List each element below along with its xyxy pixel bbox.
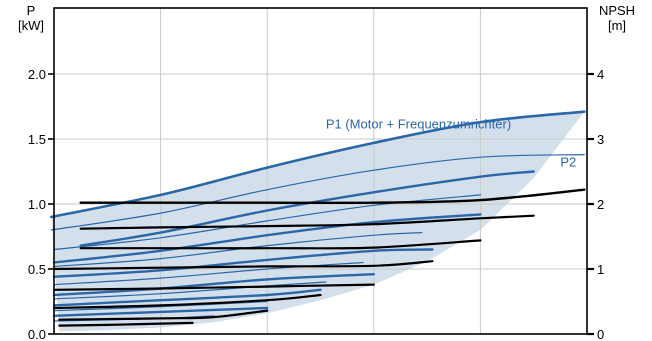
right-tick-label-2: 2 bbox=[597, 197, 604, 212]
series-line-npsh-18 bbox=[52, 283, 375, 291]
series-line-p1-6 bbox=[52, 306, 269, 317]
confidence-band bbox=[51, 111, 585, 332]
right-tick-label-4: 4 bbox=[597, 67, 604, 82]
series-line-npsh-15 bbox=[79, 214, 535, 230]
series-line-npsh-17 bbox=[52, 260, 434, 271]
right-tick-label-0: 0 bbox=[597, 327, 604, 341]
p1-annotation: P1 (Motor + Frequenzumrichter) bbox=[326, 117, 511, 132]
right-axis-ticks: 0 1 2 3 4 bbox=[587, 67, 604, 341]
left-tick-label-2: 1.0 bbox=[28, 197, 46, 212]
left-tick-label-4: 2.0 bbox=[28, 67, 46, 82]
right-tick-label-1: 1 bbox=[597, 262, 604, 277]
right-axis-label-line1: NPSH bbox=[599, 3, 635, 18]
series-line-npsh-21 bbox=[58, 321, 194, 327]
series-line-p1-4 bbox=[52, 273, 375, 297]
series-line-p1-0 bbox=[50, 110, 586, 219]
left-tick-label-1: 0.5 bbox=[28, 262, 46, 277]
series-line-npsh-20 bbox=[58, 309, 269, 321]
series-line-npsh-14 bbox=[79, 188, 586, 205]
series-line-p2-7 bbox=[50, 154, 585, 231]
axes bbox=[53, 7, 588, 335]
series-line-p1-3 bbox=[52, 248, 434, 278]
series-line-p1-2 bbox=[52, 213, 482, 264]
series-line-p2-11 bbox=[53, 281, 327, 300]
series-lines bbox=[50, 110, 586, 327]
plot-frame bbox=[53, 7, 588, 335]
right-axis-label-line2: [m] bbox=[608, 18, 626, 33]
p2-annotation: P2 bbox=[560, 154, 576, 169]
band-area bbox=[51, 111, 585, 332]
series-line-p1-5 bbox=[52, 288, 322, 307]
left-axis-label-line2: [kW] bbox=[18, 18, 44, 33]
series-line-p2-9 bbox=[53, 232, 423, 267]
left-axis-label-line1: P bbox=[27, 3, 36, 18]
left-axis-ticks: 0.0 0.5 1.0 1.5 2.0 bbox=[28, 67, 54, 341]
right-tick-label-3: 3 bbox=[597, 132, 604, 147]
series-line-npsh-16 bbox=[79, 239, 482, 250]
series-line-npsh-19 bbox=[52, 293, 322, 310]
left-tick-label-3: 1.5 bbox=[28, 132, 46, 147]
left-tick-label-0: 0.0 bbox=[28, 327, 46, 341]
